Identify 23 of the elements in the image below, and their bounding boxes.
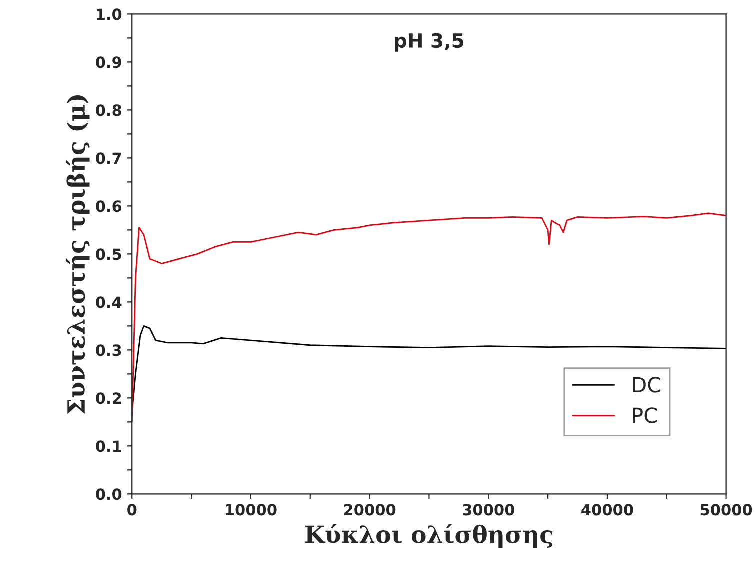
y-tick-label: 0.5	[96, 248, 122, 260]
y-tick-label: 0.9	[96, 56, 122, 68]
y-tick-label: 0.4	[96, 296, 122, 308]
x-tick-label: 0	[128, 504, 137, 516]
y-tick-label: 0.7	[96, 152, 122, 164]
y-tick-label: 0.3	[96, 344, 122, 356]
y-tick-label: 0.0	[96, 488, 122, 500]
y-tick-label: 0.6	[96, 200, 122, 212]
x-tick-label: 10000	[226, 504, 277, 516]
x-axis-title: Κύκλοι ολίσθησης	[306, 524, 553, 548]
y-tick-label: 0.1	[96, 440, 122, 452]
y-tick-label: 0.2	[96, 392, 122, 404]
x-tick-label: 50000	[700, 504, 752, 516]
x-tick-label: 20000	[344, 504, 396, 516]
y-tick-label: 1.0	[97, 8, 122, 20]
text: pH 3,5	[395, 33, 464, 52]
x-tick-label: 40000	[582, 504, 634, 516]
x-tick-label: 30000	[463, 504, 514, 516]
y-axis-title: Συντελεστής τριβής (μ)	[66, 96, 90, 414]
legend-label: DC	[633, 377, 661, 393]
line-series	[132, 212, 726, 423]
y-tick-label: 0.8	[96, 104, 122, 116]
legend-label: PC	[633, 408, 658, 424]
